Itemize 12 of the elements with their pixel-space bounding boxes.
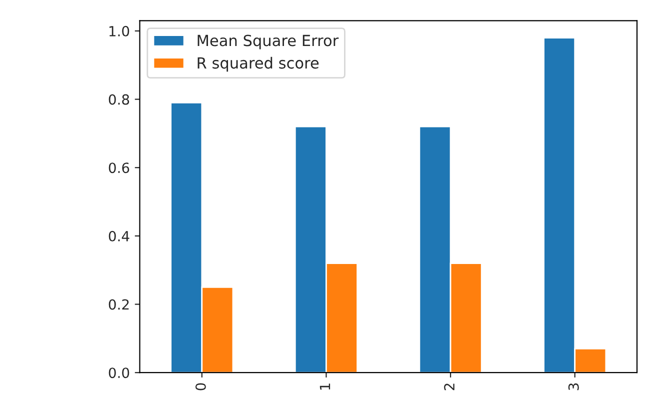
- y-tick-label: 0.0: [108, 368, 130, 378]
- x-tick-label: 0: [195, 383, 206, 390]
- legend-label: R squared score: [198, 56, 319, 72]
- y-tick-label: 0.2: [108, 299, 129, 310]
- x-tick-label: 3: [568, 383, 579, 390]
- y-tick-label: 0.8: [108, 94, 130, 105]
- legend-label: Mean Square Error: [198, 34, 339, 50]
- x-tick-label: 1: [320, 384, 330, 390]
- y-tick-label: 0.4: [108, 230, 130, 242]
- y-tick-label: 0.6: [108, 162, 130, 174]
- x-tick-label: 2: [444, 384, 454, 390]
- y-tick-label: 1.0: [109, 26, 130, 36]
